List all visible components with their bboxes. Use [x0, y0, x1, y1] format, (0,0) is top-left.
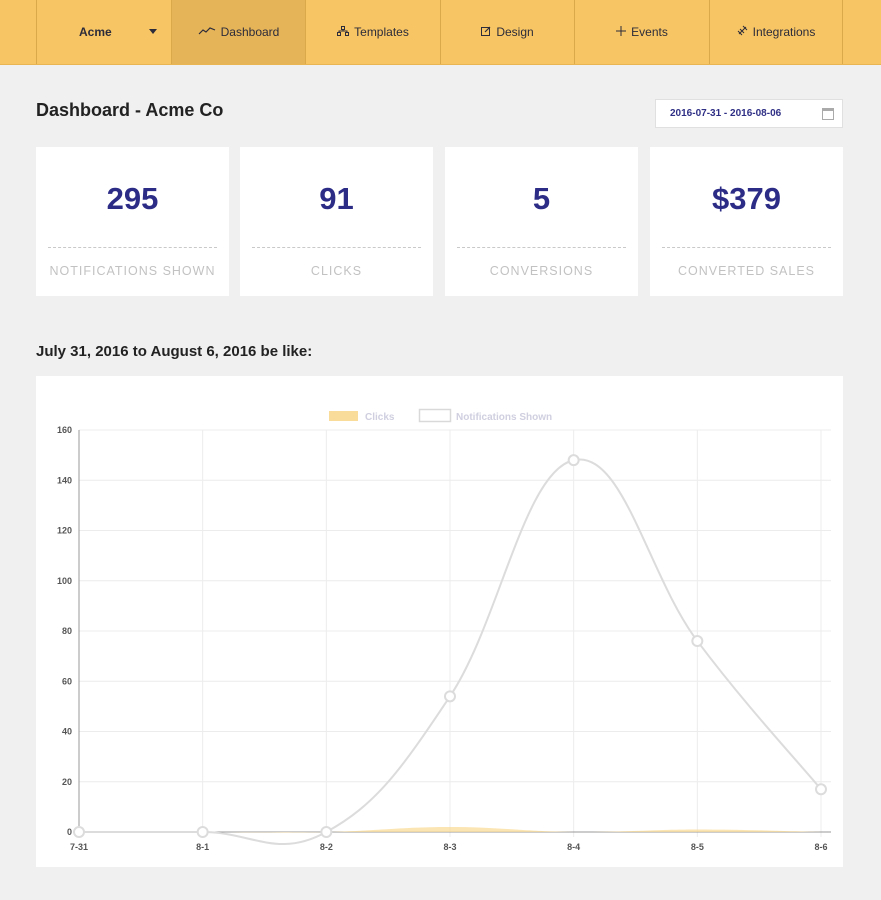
account-switcher[interactable]: Acme: [36, 0, 171, 64]
plus-icon: [616, 25, 627, 39]
nav-item-label: Events: [631, 25, 668, 39]
x-tick-label: 8-2: [320, 842, 333, 852]
stat-value: 295: [106, 181, 159, 216]
notifications-point: [444, 690, 456, 703]
line-chart: 0 20 40 60 80 100 120 140 160 7-31 8-1 8-2 8-3 8-4 8-5…: [57, 408, 831, 852]
stat-label: Conversions: [489, 264, 594, 278]
date-range-value: 2016-07-31 - 2016-08-06: [670, 108, 782, 119]
clicks-area: [79, 826, 821, 833]
y-tick-label: 40: [62, 727, 72, 737]
divider: [48, 247, 217, 248]
sitemap-icon: [337, 25, 350, 39]
x-tick-label: 8-4: [567, 842, 580, 852]
stat-value: $379: [712, 181, 781, 216]
notifications-point: [196, 826, 209, 838]
y-tick-label: 140: [57, 475, 72, 485]
y-tick-label: 60: [62, 676, 72, 686]
legend-label-notifications: Notifications Shown: [456, 412, 552, 423]
page-title: Dashboard - Acme Co: [36, 100, 224, 120]
calendar-icon: [822, 108, 834, 120]
notifications-point: [815, 783, 827, 796]
y-tick-label: 100: [57, 576, 72, 586]
divider: [252, 247, 421, 248]
x-tick-label: 8-3: [443, 842, 456, 852]
notifications-point: [691, 635, 704, 648]
brand-name: Acme: [79, 25, 112, 39]
notifications-point: [567, 454, 580, 467]
stat-value: 5: [532, 181, 551, 216]
nav-item-design[interactable]: Design: [440, 0, 574, 64]
x-tick-label: 7-31: [70, 842, 88, 852]
x-tick-label: 8-5: [691, 842, 704, 852]
y-tick-label: 0: [67, 827, 72, 837]
nav-item-templates[interactable]: Templates: [305, 0, 440, 64]
stat-label: Notifications Shown: [49, 264, 216, 278]
divider: [662, 247, 831, 248]
nav-item-label: Dashboard: [220, 25, 280, 39]
y-tick-label: 120: [57, 526, 72, 536]
stat-label: Converted Sales: [677, 264, 816, 278]
nav-item-label: Templates: [354, 25, 409, 39]
stat-card-conversions: 5 Conversions: [445, 147, 638, 296]
date-range-picker[interactable]: 2016-07-31 - 2016-08-06: [655, 99, 843, 128]
notifications-point: [320, 826, 333, 838]
nav-item-dashboard[interactable]: Dashboard: [171, 0, 305, 64]
stat-label: Clicks: [310, 264, 363, 278]
stat-card-converted-sales: $379 Converted Sales: [650, 147, 843, 296]
y-tick-label: 20: [62, 777, 72, 787]
stat-value: 91: [319, 181, 354, 216]
notifications-point: [73, 826, 85, 838]
chart-section-title: July 31, 2016 to August 6, 2016 be like:: [36, 343, 313, 360]
nav-item-label: Design: [496, 25, 534, 39]
top-navigation: Acme Dashboard Templates Design Events I…: [0, 0, 881, 65]
legend-label-clicks: Clicks: [365, 412, 395, 423]
x-tick-label: 8-6: [814, 842, 827, 852]
caret-down-icon: [149, 29, 157, 34]
chart-card: 0 20 40 60 80 100 120 140 160 7-31 8-1 8-2 8-3 8-4 8-5…: [36, 376, 843, 867]
nav-item-events[interactable]: Events: [574, 0, 709, 64]
divider: [457, 247, 626, 248]
x-tick-label: 8-1: [196, 842, 209, 852]
stat-card-notifications: 295 Notifications Shown: [36, 147, 229, 296]
edit-icon: [481, 25, 491, 39]
nav-item-label: Integrations: [752, 25, 816, 39]
trend-icon: [198, 25, 216, 39]
y-tick-label: 160: [57, 425, 72, 435]
stat-card-clicks: 91 Clicks: [240, 147, 433, 296]
legend-swatch-clicks: [329, 411, 358, 421]
plug-icon: [737, 25, 748, 39]
legend-swatch-notifications: [418, 408, 452, 423]
y-tick-label: 80: [62, 626, 72, 636]
nav-item-integrations[interactable]: Integrations: [709, 0, 843, 64]
